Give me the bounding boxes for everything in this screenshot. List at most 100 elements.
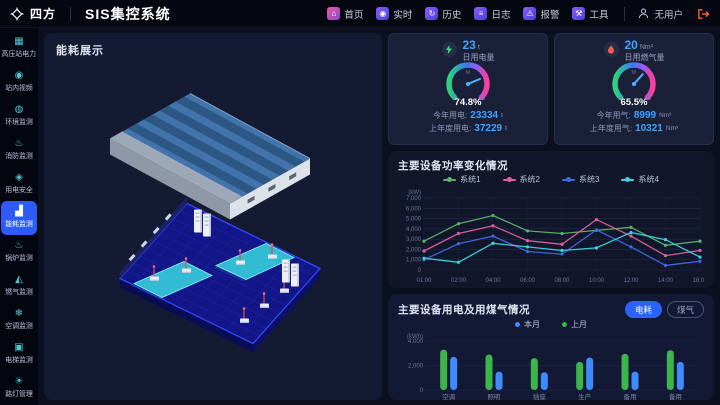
sidebar-item-label: 路灯管理 bbox=[5, 389, 33, 398]
sidebar-item-energy[interactable]: ▟ 能耗监测 bbox=[1, 201, 37, 235]
logout-button[interactable] bbox=[697, 8, 710, 20]
logo: 四方 SIS集控系统 bbox=[10, 4, 171, 24]
bolt-icon bbox=[441, 41, 457, 57]
factory-3d-view bbox=[110, 93, 322, 353]
daily-gas-label: 日用燃气量 bbox=[624, 52, 665, 62]
sidebar-item-environment[interactable]: ◍ 环境监测 bbox=[1, 99, 37, 133]
sidebar-item-label: 用电安全 bbox=[5, 185, 33, 194]
svg-text:备用: 备用 bbox=[669, 392, 682, 401]
alarm-icon: ⚠ bbox=[523, 7, 537, 20]
daily-electricity-value: 23 bbox=[462, 37, 476, 52]
nav-label: 日志 bbox=[491, 9, 511, 21]
svg-text:08:00: 08:00 bbox=[554, 278, 570, 284]
nav-item-home[interactable]: ⌂ 首页 bbox=[327, 7, 363, 21]
sidebar-item-gas[interactable]: ◭ 燃气监测 bbox=[1, 269, 37, 303]
svg-text:100: 100 bbox=[478, 96, 486, 101]
legend-本月[interactable]: 本月 bbox=[515, 319, 540, 330]
electrical-cabinet bbox=[203, 213, 211, 237]
iot-device bbox=[240, 307, 249, 323]
iot-device bbox=[268, 243, 277, 259]
svg-text:4,000: 4,000 bbox=[408, 339, 424, 345]
sidebar-item-hv-power[interactable]: ▦ 高压站电力 bbox=[1, 31, 37, 65]
tab-gas[interactable]: 煤气 bbox=[666, 301, 704, 318]
wall-vent bbox=[128, 253, 136, 262]
main-content: 能耗展示 23 t 日用电量 bbox=[38, 28, 720, 405]
sidebar-item-boiler[interactable]: ♨ 锅炉监测 bbox=[1, 235, 37, 269]
power-station-icon: ▦ bbox=[14, 36, 24, 47]
nav-item-tools[interactable]: ⚒ 工具 bbox=[572, 7, 608, 21]
electricity-gauge: 0 50 100 74.8% bbox=[433, 59, 503, 109]
svg-text:5,000: 5,000 bbox=[406, 217, 422, 223]
sidebar-item-elevator[interactable]: ▣ 电梯监测 bbox=[1, 337, 37, 371]
divider bbox=[70, 6, 72, 21]
sidebar-item-label: 能耗监测 bbox=[5, 219, 33, 228]
legend-系统3[interactable]: 系统3 bbox=[562, 174, 599, 185]
sidebar-item-streetlight[interactable]: ☀ 路灯管理 bbox=[1, 371, 37, 405]
gauge-cards-row: 23 t 日用电量 0 50 100 74.8% 今年用电: 23334 t 上年度用电:… bbox=[388, 33, 714, 145]
sidebar-item-hvac[interactable]: ❄ 空调监测 bbox=[1, 303, 37, 337]
svg-text:50: 50 bbox=[632, 70, 637, 75]
energy-tabs: 电耗 煤气 bbox=[624, 301, 704, 318]
sifang-logo-icon bbox=[10, 7, 24, 20]
app-title: SIS集控系统 bbox=[85, 5, 171, 22]
nav-item-history[interactable]: ↻ 历史 bbox=[425, 7, 461, 21]
electricity-gauge-card: 23 t 日用电量 0 50 100 74.8% 今年用电: 23334 t 上年度用电:… bbox=[388, 33, 548, 145]
svg-text:100: 100 bbox=[644, 96, 652, 101]
sidebar-item-label: 高压站电力 bbox=[1, 49, 37, 58]
boiler-icon: ♨ bbox=[14, 240, 24, 251]
camera-icon: ◉ bbox=[14, 70, 24, 81]
roof-stripe bbox=[127, 123, 257, 194]
svg-text:0: 0 bbox=[453, 96, 456, 101]
svg-text:02:00: 02:00 bbox=[451, 278, 467, 284]
svg-text:生产: 生产 bbox=[578, 392, 592, 401]
roof-vent bbox=[268, 184, 276, 192]
panel-title: 能耗展示 bbox=[56, 45, 104, 57]
nav-item-realtime[interactable]: ◉ 实时 bbox=[376, 7, 412, 21]
line-chart-legend: 系统1 系统2 系统3 系统4 bbox=[398, 173, 704, 186]
svg-text:照明: 照明 bbox=[488, 393, 502, 401]
svg-text:2,000: 2,000 bbox=[406, 247, 422, 253]
roof-stripe bbox=[175, 96, 305, 167]
svg-text:3,000: 3,000 bbox=[406, 237, 422, 243]
svg-text:0: 0 bbox=[420, 388, 424, 394]
user-menu[interactable]: 无用户 bbox=[624, 6, 683, 21]
sidebar-item-video[interactable]: ◉ 站内视频 bbox=[1, 65, 37, 99]
svg-text:(kWh): (kWh) bbox=[407, 334, 423, 340]
nav-label: 工具 bbox=[589, 9, 609, 21]
svg-text:备用: 备用 bbox=[624, 392, 637, 401]
nav-label: 报警 bbox=[540, 9, 560, 21]
svg-text:空调: 空调 bbox=[442, 392, 455, 401]
legend-系统1[interactable]: 系统1 bbox=[443, 174, 481, 185]
electrical-cabinet bbox=[282, 259, 290, 283]
shield-icon: ◈ bbox=[15, 172, 23, 183]
legend-上月[interactable]: 上月 bbox=[562, 319, 587, 330]
legend-系统4[interactable]: 系统4 bbox=[621, 174, 659, 185]
top-nav: ⌂ 首页 ◉ 实时 ↻ 历史 ≡ 日志 ⚠ 报警 ⚒ 工具 bbox=[314, 7, 608, 21]
factory-floor bbox=[118, 196, 322, 353]
svg-text:50: 50 bbox=[466, 70, 471, 75]
nav-item-alarm[interactable]: ⚠ 报警 bbox=[523, 7, 559, 21]
legend-系统2[interactable]: 系统2 bbox=[502, 174, 540, 185]
tools-icon: ⚒ bbox=[572, 7, 586, 20]
svg-text:0: 0 bbox=[619, 96, 622, 101]
home-icon: ⌂ bbox=[327, 7, 341, 20]
sidebar-item-electric-safety[interactable]: ◈ 用电安全 bbox=[1, 167, 37, 201]
energy-usage-title: 主要设备用电及用煤气情况 bbox=[398, 304, 530, 316]
gas-gauge-card: 20 Nm³ 日用燃气量 0 50 100 65.5% 今年用气: 8999 Nm³ 上年… bbox=[554, 33, 714, 145]
user-label: 无用户 bbox=[654, 9, 683, 21]
svg-text:06:00: 06:00 bbox=[520, 278, 536, 284]
sidebar-item-fire[interactable]: ♨ 消防监测 bbox=[1, 133, 37, 167]
roof-stripe bbox=[159, 105, 289, 176]
globe-icon: ◍ bbox=[14, 104, 24, 115]
gas-gauge: 0 50 100 65.5% bbox=[599, 59, 669, 109]
nav-item-log[interactable]: ≡ 日志 bbox=[474, 7, 510, 21]
fire-extinguisher-icon: ♨ bbox=[14, 138, 24, 149]
roof-stripe bbox=[143, 114, 273, 185]
header: 四方 SIS集控系统 ⌂ 首页 ◉ 实时 ↻ 历史 ≡ 日志 ⚠ 报警 ⚒ 工具 无用户 bbox=[0, 0, 720, 28]
wall-vent bbox=[140, 240, 148, 248]
svg-text:7,000: 7,000 bbox=[406, 196, 422, 202]
history-icon: ↻ bbox=[425, 7, 439, 20]
iot-device bbox=[236, 249, 245, 265]
tab-electricity[interactable]: 电耗 bbox=[624, 301, 662, 318]
svg-text:2,000: 2,000 bbox=[408, 364, 424, 370]
